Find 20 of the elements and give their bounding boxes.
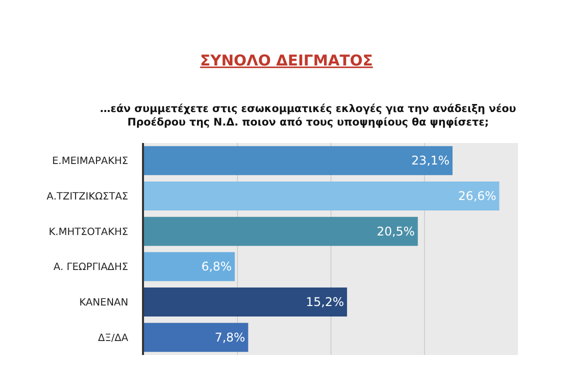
data-label: 15,2% (306, 295, 344, 309)
bar (144, 252, 235, 282)
bar (144, 146, 453, 176)
data-label: 7,8% (214, 330, 246, 344)
y-tick-label: Α.ΤΖΙΤΖΙΚΩΣΤΑΣ (46, 192, 128, 202)
data-label: 20,5% (376, 224, 415, 238)
chart-title: ΣΥΝΟΛΟ ΔΕΙΓΜΑΤΟΣ (200, 52, 373, 70)
y-tick-label: Α. ΓΕΩΡΓΙΑΔΗΣ (53, 262, 128, 274)
bar (144, 216, 418, 246)
y-tick-label: ΔΞ/ΔΑ (98, 332, 128, 344)
bar (144, 288, 348, 316)
data-label: 26,6% (458, 189, 496, 203)
y-tick-label: Κ.ΜΗΤΣΟΤΑΚΗΣ (48, 226, 128, 238)
bar (144, 182, 500, 210)
bar (144, 322, 248, 352)
data-label: 23,1% (411, 154, 450, 168)
data-label: 6,8% (201, 260, 232, 274)
y-tick-label: Ε.ΜΕΙΜΑΡΑΚΗΣ (52, 156, 128, 168)
chart-subtitle: …εάν συμμετέχετε στις εσωκομματικές εκλογές για την ανάδειξη νέου Προέδρου της Ν.Δ. ποιον από τους υποψηφίους θα ψηφίσετε; (100, 103, 516, 129)
y-tick-label: ΚΑΝΕΝΑΝ (79, 298, 128, 308)
